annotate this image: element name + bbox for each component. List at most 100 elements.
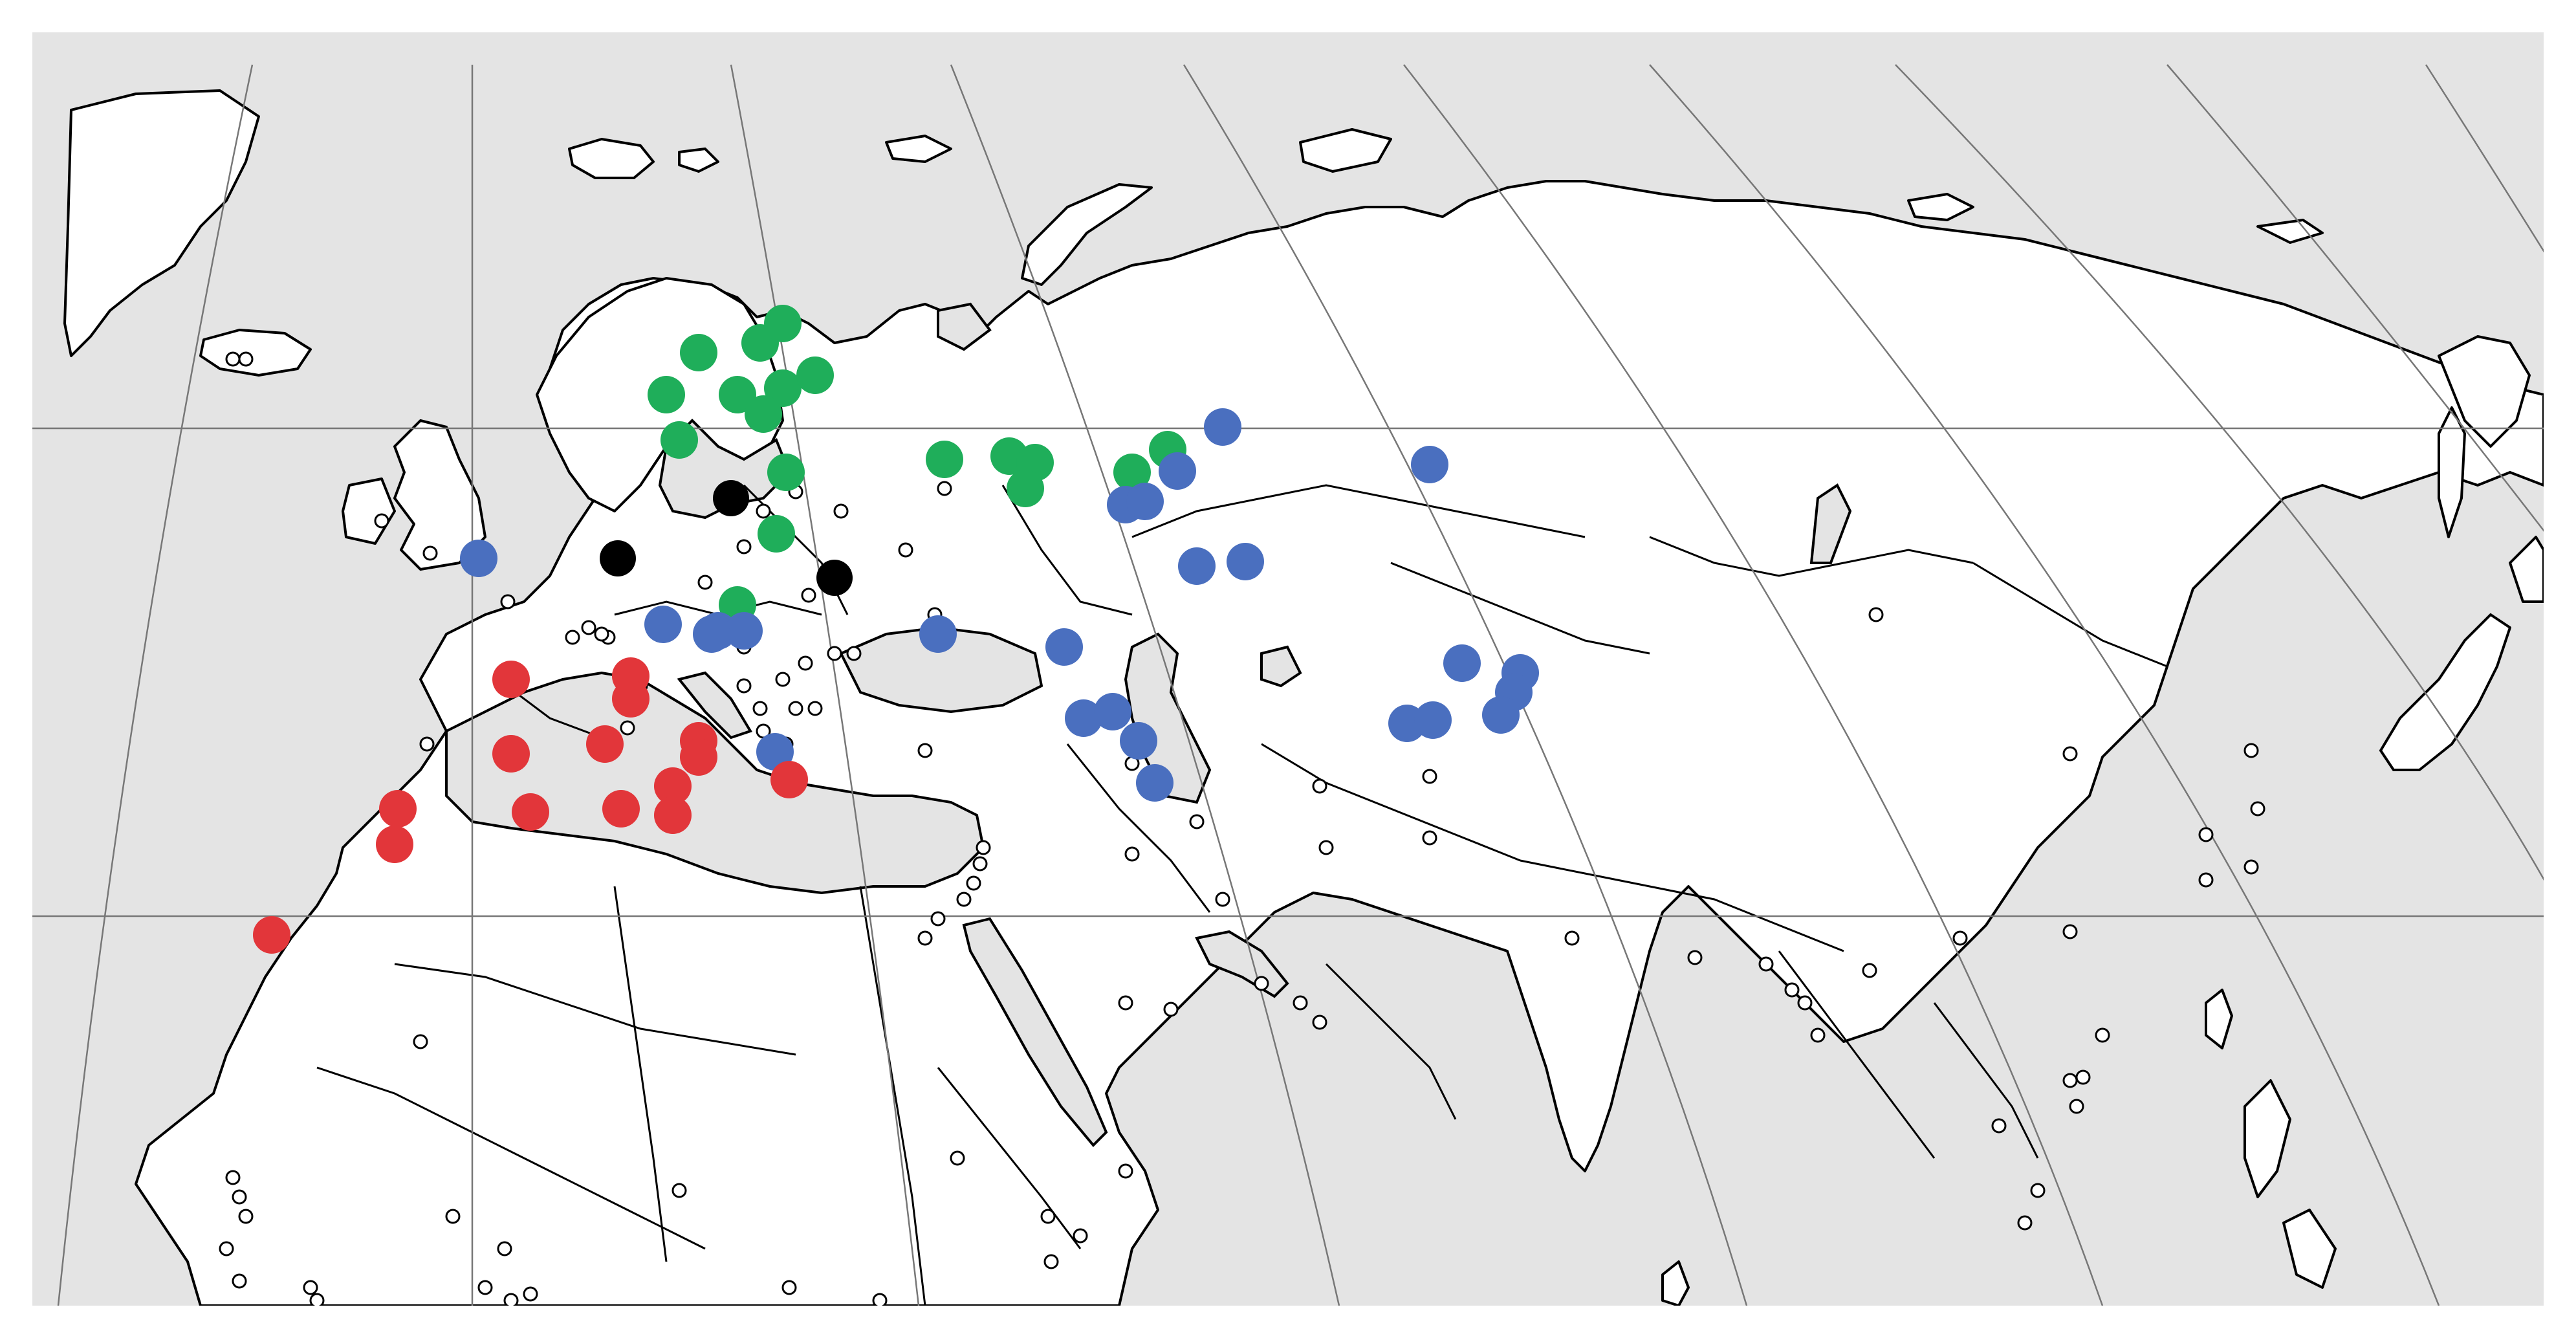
site-marker: [956, 892, 972, 907]
site-marker: [937, 481, 952, 496]
site-marker: [1862, 963, 1877, 978]
land-novaya-zemlya: [1021, 183, 1153, 286]
site-marker: [2198, 827, 2214, 842]
sample-point-green[interactable]: [1113, 454, 1151, 491]
sample-point-red[interactable]: [654, 796, 692, 834]
site-marker: [422, 545, 438, 561]
site-marker: [1118, 1163, 1133, 1179]
site-marker: [232, 1273, 247, 1289]
site-marker: [801, 587, 816, 603]
site-marker: [827, 646, 842, 661]
sample-point-red[interactable]: [376, 826, 413, 863]
site-marker: [788, 701, 803, 716]
sample-point-blue[interactable]: [460, 540, 497, 577]
land-svalbard: [568, 138, 655, 179]
site-marker: [1124, 846, 1140, 862]
site-marker: [413, 1034, 428, 1049]
site-marker: [1189, 814, 1205, 829]
sample-point-blue[interactable]: [1178, 547, 1216, 585]
site-marker: [2069, 1099, 2084, 1114]
sample-point-green[interactable]: [767, 454, 805, 491]
sample-point-blue[interactable]: [693, 615, 730, 653]
site-marker: [2030, 1183, 2046, 1198]
sample-point-blue[interactable]: [1120, 722, 1157, 760]
sample-point-blue[interactable]: [1227, 543, 1264, 580]
sample-point-red[interactable]: [602, 790, 640, 828]
sample-point-blue[interactable]: [1126, 483, 1164, 520]
sample-point-blue[interactable]: [1159, 452, 1196, 490]
sample-point-blue[interactable]: [919, 615, 957, 653]
site-marker: [1312, 778, 1327, 794]
site-marker: [1952, 930, 1968, 946]
site-marker: [1040, 1209, 1056, 1224]
sample-point-blue[interactable]: [1414, 701, 1452, 739]
sample-point-blue[interactable]: [725, 612, 763, 650]
site-marker: [1784, 982, 1800, 998]
site-marker: [477, 1280, 493, 1295]
sample-point-green[interactable]: [796, 356, 834, 394]
sample-point-red[interactable]: [253, 916, 290, 954]
site-marker: [523, 1286, 538, 1302]
site-marker: [419, 736, 435, 752]
eurasia-map[interactable]: [32, 32, 2544, 1306]
red-sea: [962, 917, 1108, 1147]
sample-points: [253, 305, 1539, 954]
site-marker: [565, 630, 580, 645]
sample-point-green[interactable]: [764, 305, 802, 342]
sample-point-green[interactable]: [758, 515, 795, 553]
sample-point-green[interactable]: [660, 421, 698, 459]
site-marker: [872, 1293, 888, 1306]
site-marker: [1687, 950, 1703, 965]
site-marker: [500, 594, 516, 609]
site-marker: [2095, 1027, 2110, 1043]
site-marker: [1797, 995, 1813, 1011]
sample-point-black[interactable]: [713, 480, 749, 516]
sample-point-green[interactable]: [648, 376, 685, 413]
sample-point-red[interactable]: [379, 790, 417, 828]
site-marker: [697, 575, 713, 590]
sample-point-green[interactable]: [926, 441, 963, 478]
sample-point-red[interactable]: [654, 767, 692, 805]
site-marker: [671, 1183, 687, 1198]
site-marker: [1312, 1014, 1327, 1030]
site-marker: [1422, 830, 1437, 846]
land-greenland: [63, 89, 260, 357]
sample-point-green[interactable]: [1007, 470, 1044, 507]
site-marker: [846, 646, 862, 661]
site-marker: [1868, 607, 1884, 622]
site-marker: [309, 1293, 325, 1306]
site-marker: [930, 911, 946, 927]
site-marker: [594, 626, 609, 642]
site-marker: [1422, 769, 1437, 784]
sample-point-green[interactable]: [764, 369, 802, 407]
site-marker: [1215, 892, 1230, 907]
site-marker: [225, 1170, 241, 1185]
sample-point-blue[interactable]: [1045, 628, 1083, 666]
sample-point-red[interactable]: [586, 725, 624, 763]
sample-point-green[interactable]: [680, 334, 717, 371]
site-marker: [1293, 995, 1308, 1011]
sample-point-red[interactable]: [770, 761, 808, 798]
sample-point-black[interactable]: [816, 560, 853, 596]
sample-point-blue[interactable]: [1482, 696, 1520, 734]
site-marker: [1991, 1118, 2007, 1134]
sample-point-blue[interactable]: [1094, 693, 1131, 730]
sample-point-blue[interactable]: [756, 733, 794, 771]
sample-point-blue[interactable]: [1443, 644, 1481, 682]
sample-point-blue[interactable]: [1204, 408, 1241, 446]
sample-point-red[interactable]: [512, 793, 549, 831]
site-marker: [898, 542, 913, 558]
sample-point-black[interactable]: [600, 540, 636, 576]
sample-point-red[interactable]: [680, 738, 717, 776]
sample-point-red[interactable]: [492, 735, 530, 773]
sample-point-red[interactable]: [612, 680, 649, 718]
site-marker: [1810, 1027, 1826, 1043]
sample-point-red[interactable]: [492, 661, 530, 698]
sample-point-green[interactable]: [745, 395, 782, 433]
sample-point-green[interactable]: [719, 376, 756, 413]
sample-point-blue[interactable]: [1065, 699, 1102, 737]
sample-point-blue[interactable]: [1136, 764, 1173, 802]
sample-point-blue[interactable]: [644, 606, 682, 643]
sample-point-blue[interactable]: [1411, 446, 1448, 483]
site-marker: [2198, 872, 2214, 888]
